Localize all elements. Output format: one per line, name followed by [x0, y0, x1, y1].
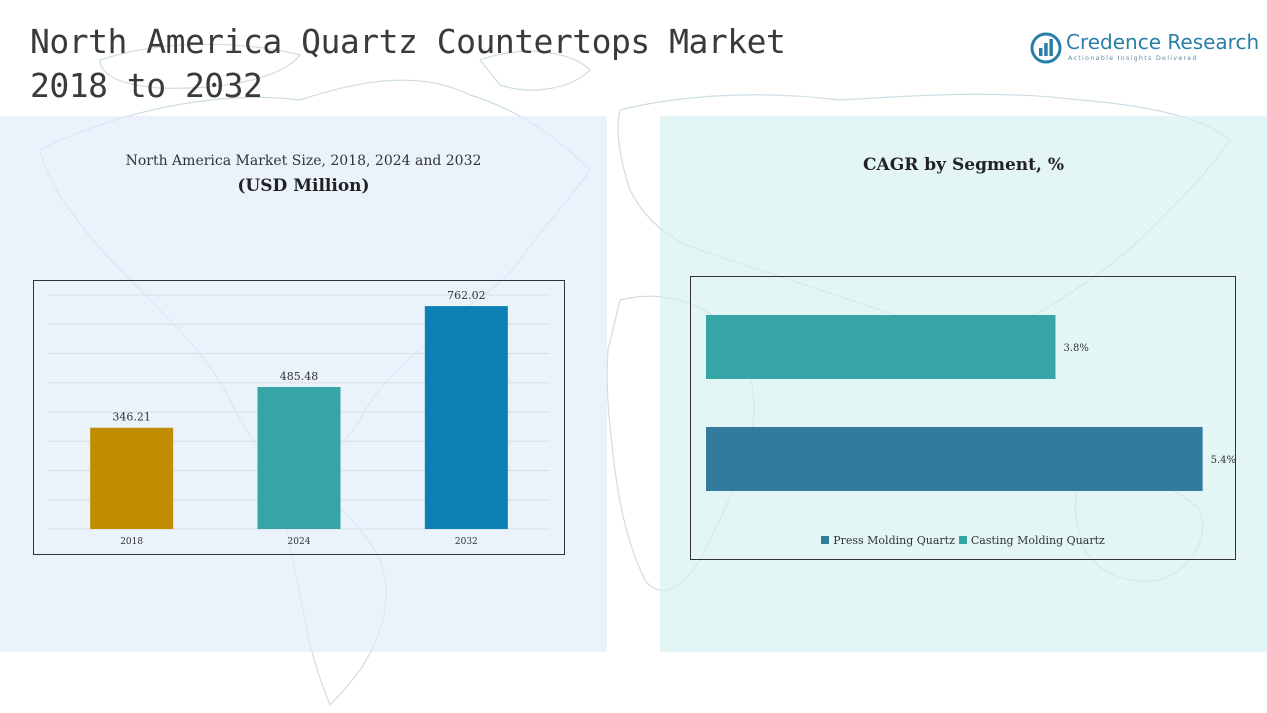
x-tick-label: 2024 [288, 537, 311, 547]
cagr-legend: Press Molding Quartz Casting Molding Quar… [690, 534, 1236, 547]
bar-value-label: 762.02 [447, 289, 486, 302]
hbar-casting-molding-quartz [706, 315, 1056, 379]
cagr-bar-svg: 3.8% 5.4% [706, 315, 1236, 491]
bar-2024 [257, 386, 341, 529]
legend-label: Press Molding Quartz [833, 534, 955, 547]
legend-swatch [821, 536, 830, 544]
page-title: North America Quartz Countertops Market … [30, 20, 786, 108]
cagr-bar-chart: 3.8% 5.4% [690, 276, 1236, 560]
market-size-chart-unit: (USD Million) [237, 176, 370, 196]
market-size-bar-svg: 346.21 2018 485.48 2024 762.02 2032 [48, 289, 550, 547]
cagr-panel [660, 116, 1267, 652]
hbar-value-label: 3.8% [1063, 343, 1088, 354]
x-tick-label: 2018 [120, 537, 143, 547]
legend-item: Press Molding Quartz [821, 534, 955, 547]
bar-2032 [424, 306, 508, 529]
bar-value-label: 346.21 [112, 411, 151, 424]
logo-chart-icon [1030, 32, 1062, 64]
x-tick-label: 2032 [455, 537, 478, 547]
logo-name: Credence Research [1066, 30, 1260, 54]
hbar-press-molding-quartz [706, 427, 1203, 491]
title-line-2: 2018 to 2032 [30, 66, 263, 105]
market-size-bar-chart: 346.21 2018 485.48 2024 762.02 2032 [33, 280, 565, 555]
bar-value-label: 485.48 [280, 370, 319, 383]
market-size-chart-title: North America Market Size, 2018, 2024 an… [125, 153, 482, 169]
credence-research-logo: Credence Research Actionable Insights De… [1030, 30, 1259, 66]
bar-2018 [90, 427, 174, 529]
legend-label: Casting Molding Quartz [970, 534, 1105, 547]
legend-swatch [958, 536, 967, 544]
cagr-chart-title: CAGR by Segment, % [863, 155, 1064, 175]
title-line-1: North America Quartz Countertops Market [30, 22, 786, 61]
logo-tagline: Actionable Insights Delivered [1068, 54, 1198, 62]
hbar-value-label: 5.4% [1211, 455, 1235, 466]
legend-item: Casting Molding Quartz [958, 534, 1105, 547]
